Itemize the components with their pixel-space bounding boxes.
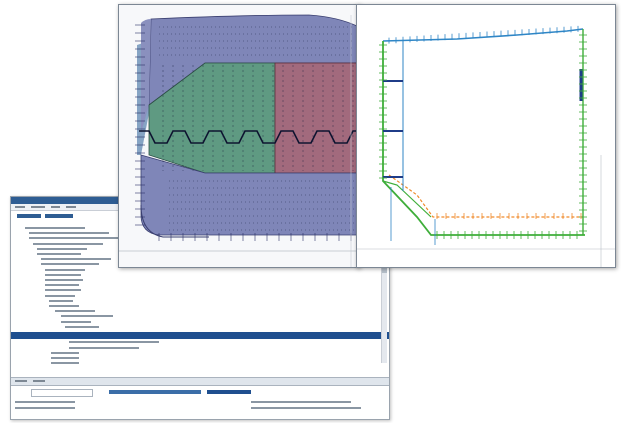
- tree-node-line[interactable]: [69, 341, 159, 344]
- tree-node-line[interactable]: [45, 284, 79, 287]
- log-entry-line: [251, 401, 351, 403]
- tree-node-line[interactable]: [41, 258, 111, 261]
- stiffener-group: [159, 26, 355, 231]
- deck-outline: [382, 28, 584, 42]
- tree-node-line[interactable]: [41, 263, 99, 266]
- tree-node-line[interactable]: [51, 362, 79, 365]
- inner-bottom-outline: [388, 174, 583, 218]
- corrugated-bulkhead: [139, 130, 359, 144]
- properties-input-row[interactable]: [11, 388, 389, 397]
- frame-tick-group: [135, 24, 352, 241]
- properties-panel-header: [11, 377, 389, 386]
- tree-node-line[interactable]: [37, 247, 87, 250]
- editor-header: [11, 211, 389, 221]
- log-entry-line: [15, 401, 75, 403]
- cross-section-view[interactable]: [356, 4, 616, 268]
- hull-plate-red: [274, 62, 359, 174]
- properties-value-chip: [109, 390, 201, 394]
- model-tree[interactable]: [11, 221, 389, 365]
- log-entry-line: [251, 407, 361, 409]
- tree-node-line[interactable]: [45, 289, 81, 292]
- hull-plate-purple-left: [141, 19, 151, 133]
- hull-plate-view[interactable]: [118, 4, 360, 268]
- tree-node-line[interactable]: [25, 227, 85, 229]
- tree-node-line[interactable]: [45, 268, 85, 271]
- tree-node-line[interactable]: [51, 357, 79, 359]
- tree-node-line[interactable]: [29, 232, 109, 235]
- hull-plate-drawing[interactable]: [119, 5, 359, 267]
- tree-node-line[interactable]: [45, 279, 83, 281]
- tree-node-line[interactable]: [45, 294, 75, 297]
- tree-node-line[interactable]: [49, 305, 79, 307]
- hull-bilge-curve: [140, 204, 209, 238]
- tree-node-line[interactable]: [61, 320, 91, 323]
- side-shell-outline: [382, 41, 585, 236]
- tree-selected-row[interactable]: [11, 332, 389, 339]
- tree-node-line[interactable]: [61, 315, 113, 318]
- tree-node-line[interactable]: [55, 310, 95, 313]
- tree-node-line[interactable]: [37, 253, 81, 255]
- tree-node-line[interactable]: [49, 299, 73, 302]
- hopper-outline: [382, 180, 432, 218]
- tree-node-line[interactable]: [33, 242, 103, 245]
- tree-node-line[interactable]: [65, 325, 99, 328]
- tree-node-line[interactable]: [45, 273, 81, 276]
- section-tick-group: [379, 25, 587, 245]
- properties-value-chip: [207, 390, 251, 394]
- log-entry-line: [15, 407, 75, 409]
- properties-input-field[interactable]: [31, 389, 93, 397]
- cross-section-drawing[interactable]: [357, 5, 615, 267]
- tree-node-line[interactable]: [29, 237, 125, 240]
- tree-node-line[interactable]: [69, 346, 139, 349]
- tree-node-line[interactable]: [51, 351, 79, 354]
